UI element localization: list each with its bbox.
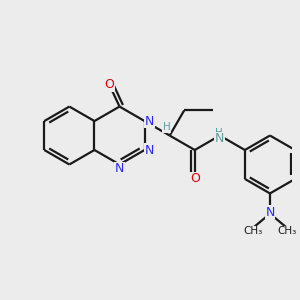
Text: N: N — [214, 133, 224, 146]
Text: CH₃: CH₃ — [243, 226, 262, 236]
Text: H: H — [163, 122, 171, 132]
Text: H: H — [215, 128, 223, 138]
Text: N: N — [145, 115, 154, 128]
Text: N: N — [265, 206, 275, 219]
Text: O: O — [190, 172, 200, 185]
Text: N: N — [145, 143, 154, 157]
Text: O: O — [104, 78, 114, 92]
Text: N: N — [115, 162, 124, 175]
Text: CH₃: CH₃ — [278, 226, 297, 236]
